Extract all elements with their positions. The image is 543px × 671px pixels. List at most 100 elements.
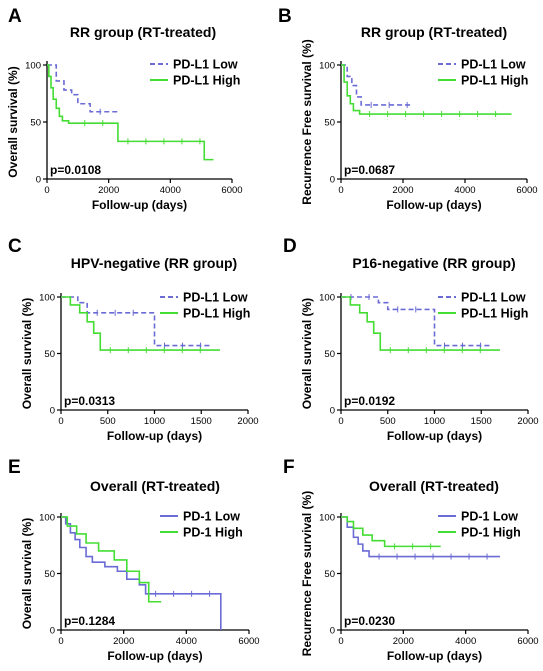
legend-label: PD-L1 Low [461,291,526,305]
x-tick-label: 2000 [237,416,258,427]
series-line-pd-l1-low [47,64,118,113]
x-tick-label: 0 [338,416,343,427]
series-line-pd-1-low [341,516,500,558]
chart-title: P16-negative (RR group) [352,255,515,271]
series-line-pd-l1-high [47,64,214,161]
y-axis-label: Overall survival (%) [20,518,34,629]
y-axis-label: Recurrence Free survival (%) [300,39,314,204]
y-tick-label: 0 [330,406,335,417]
x-tick-label: 0 [58,636,63,647]
x-tick-label: 0 [58,416,63,427]
y-tick-label: 0 [50,626,55,637]
y-tick-label: 100 [319,293,335,304]
x-tick-label: 4000 [454,185,475,196]
x-tick-label: 0 [338,636,343,647]
x-tick-label: 6000 [221,185,242,196]
series-line-pd-l1-high [341,296,500,351]
chart-title: RR group (RT-treated) [361,24,507,40]
y-tick-label: 50 [44,349,55,360]
chart-panel-f: F Overall (RT-treated) 0 50 100 0 2000 4000 6000… [283,457,539,663]
x-axis-label: Follow-up (days) [387,649,482,663]
series-line-pd-1-high [61,516,162,603]
x-tick-label: 500 [380,416,396,427]
y-axis-label: Overall survival (%) [20,298,34,409]
series-line-pd-l1-low [341,296,491,347]
panel-letter: D [283,236,297,257]
x-tick-label: 500 [100,416,116,427]
y-tick-label: 50 [44,569,55,580]
y-tick-label: 100 [25,61,41,72]
legend-label: PD-L1 Low [183,291,248,305]
chart-title: Overall (RT-treated) [90,478,220,494]
legend-label: PD-1 High [461,526,521,540]
y-tick-label: 50 [30,118,41,129]
legend-label: PD-L1 High [173,74,240,88]
p-value-annotation: p=0.0108 [50,163,101,177]
p-value-annotation: p=0.0230 [344,614,395,628]
chart-title: RR group (RT-treated) [70,24,216,40]
series-line-pd-l1-low [341,64,413,106]
x-tick-label: 6000 [516,185,537,196]
y-tick-label: 50 [324,569,335,580]
x-tick-label: 1500 [471,416,492,427]
series-line-pd-1-high [341,516,441,548]
p-value-annotation: p=0.1284 [64,614,115,628]
x-tick-label: 2000 [98,185,119,196]
chart-panel-b: B RR group (RT-treated) 0 50 100 0 2000 4000 600… [278,6,538,212]
chart-panel-e: E Overall (RT-treated) 0 50 100 0 2000 4000 6000… [8,457,260,663]
series-line-pd-l1-high [341,64,512,115]
x-tick-label: 4000 [176,636,197,647]
x-tick-label: 0 [44,185,49,196]
chart-title: Overall (RT-treated) [369,478,499,494]
panel-letter: C [8,236,22,257]
y-tick-label: 0 [50,406,55,417]
legend-label: PD-L1 Low [173,58,238,72]
series-line-pd-l1-high [61,296,220,351]
y-axis-label: Overall survival (%) [300,298,314,409]
panel-letter: E [8,457,21,478]
x-axis-label: Follow-up (days) [386,198,481,212]
legend-label: PD-L1 High [183,307,250,321]
x-axis-label: Follow-up (days) [107,429,202,443]
x-tick-label: 4000 [160,185,181,196]
series-line-pd-l1-low [61,296,211,347]
x-axis-label: Follow-up (days) [387,429,482,443]
x-tick-label: 2000 [113,636,134,647]
x-tick-label: 6000 [517,636,538,647]
x-tick-label: 1500 [191,416,212,427]
y-tick-label: 50 [324,349,335,360]
legend-label: PD-1 High [183,526,243,540]
y-tick-label: 100 [39,513,55,524]
y-tick-label: 100 [319,61,335,72]
y-axis-label: Recurrence Free survival (%) [300,491,314,656]
x-axis-label: Follow-up (days) [92,198,187,212]
p-value-annotation: p=0.0313 [64,394,115,408]
x-tick-label: 2000 [393,636,414,647]
y-tick-label: 0 [330,175,335,186]
legend-label: PD-L1 High [461,307,528,321]
x-tick-label: 2000 [517,416,538,427]
panel-letter: F [283,457,295,478]
x-tick-label: 0 [338,185,343,196]
y-tick-label: 50 [324,118,335,129]
legend-label: PD-1 Low [461,510,518,524]
x-axis-label: Follow-up (days) [107,649,202,663]
x-tick-label: 1000 [424,416,445,427]
y-tick-label: 0 [330,626,335,637]
chart-panel-a: A RR group (RT-treated) 0 50 100 0 2000 4000 600… [6,6,243,212]
panel-letter: A [8,6,22,27]
x-tick-label: 2000 [392,185,413,196]
p-value-annotation: p=0.0192 [344,394,395,408]
series-line-pd-1-low [61,516,222,630]
x-tick-label: 6000 [238,636,259,647]
x-tick-label: 1000 [144,416,165,427]
y-tick-label: 0 [36,175,41,186]
legend-label: PD-L1 High [461,74,528,88]
legend-label: PD-1 Low [183,510,240,524]
panel-letter: B [278,6,292,27]
legend-label: PD-L1 Low [461,58,526,72]
chart-title: HPV-negative (RR group) [71,255,237,271]
